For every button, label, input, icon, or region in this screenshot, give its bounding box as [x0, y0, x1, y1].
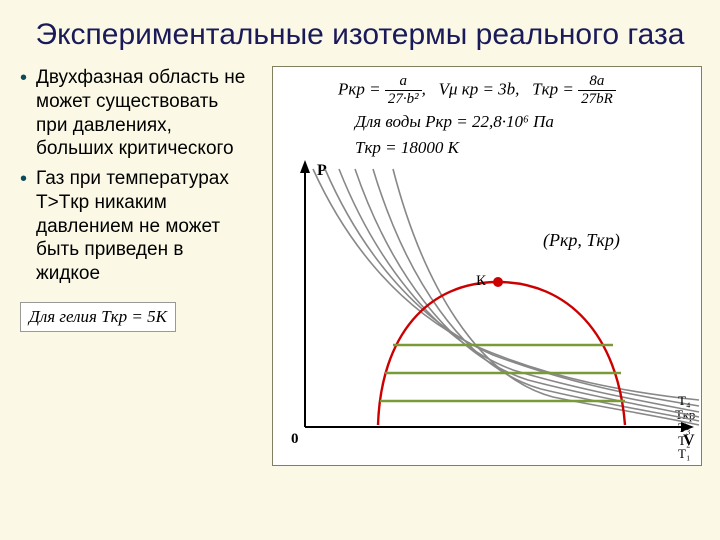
water-values: Для воды Pкр = 22,8·10⁶ Па Tкр = 18000 К	[355, 109, 554, 160]
fraction: 8a 27bR	[578, 73, 616, 108]
right-column: Pкр = a 27·b² , Vμ кр = 3b, Tкр = 8a 27b…	[252, 66, 708, 466]
page-title: Экспериментальные изотермы реального газ…	[0, 0, 720, 52]
svg-text:T₄: T₄	[678, 393, 691, 408]
t-kr-label: Tкр	[532, 79, 558, 98]
critical-formulas: Pкр = a 27·b² , Vμ кр = 3b, Tкр = 8a 27b…	[338, 73, 616, 108]
bullet-list: Двухфазная область не может существовать…	[20, 66, 252, 286]
content-area: Двухфазная область не может существовать…	[0, 52, 720, 466]
frac-den: 27·b²	[385, 91, 422, 108]
svg-text:T₁: T₁	[678, 446, 690, 461]
p-kr-label: Pкр	[338, 79, 365, 98]
phase-diagram-svg: PV0T₄ТкрT₃T₂T₁К	[273, 155, 701, 465]
svg-text:0: 0	[291, 431, 299, 447]
svg-text:К: К	[476, 273, 487, 289]
water-line1: Для воды Pкр = 22,8·10⁶ Па	[355, 109, 554, 135]
frac-num: 8a	[578, 73, 616, 91]
v-mu-label: Vμ кр = 3b,	[439, 79, 520, 98]
frac-num: a	[385, 73, 422, 91]
bullet-item: Двухфазная область не может существовать…	[20, 66, 252, 161]
bullet-item: Газ при температурах T>Tкр никаким давле…	[20, 167, 252, 286]
helium-note: Для гелия Tкр = 5K	[20, 302, 176, 332]
diagram-box: Pкр = a 27·b² , Vμ кр = 3b, Tкр = 8a 27b…	[272, 66, 702, 466]
frac-den: 27bR	[578, 91, 616, 108]
left-column: Двухфазная область не может существовать…	[12, 66, 252, 466]
fraction: a 27·b²	[385, 73, 422, 108]
